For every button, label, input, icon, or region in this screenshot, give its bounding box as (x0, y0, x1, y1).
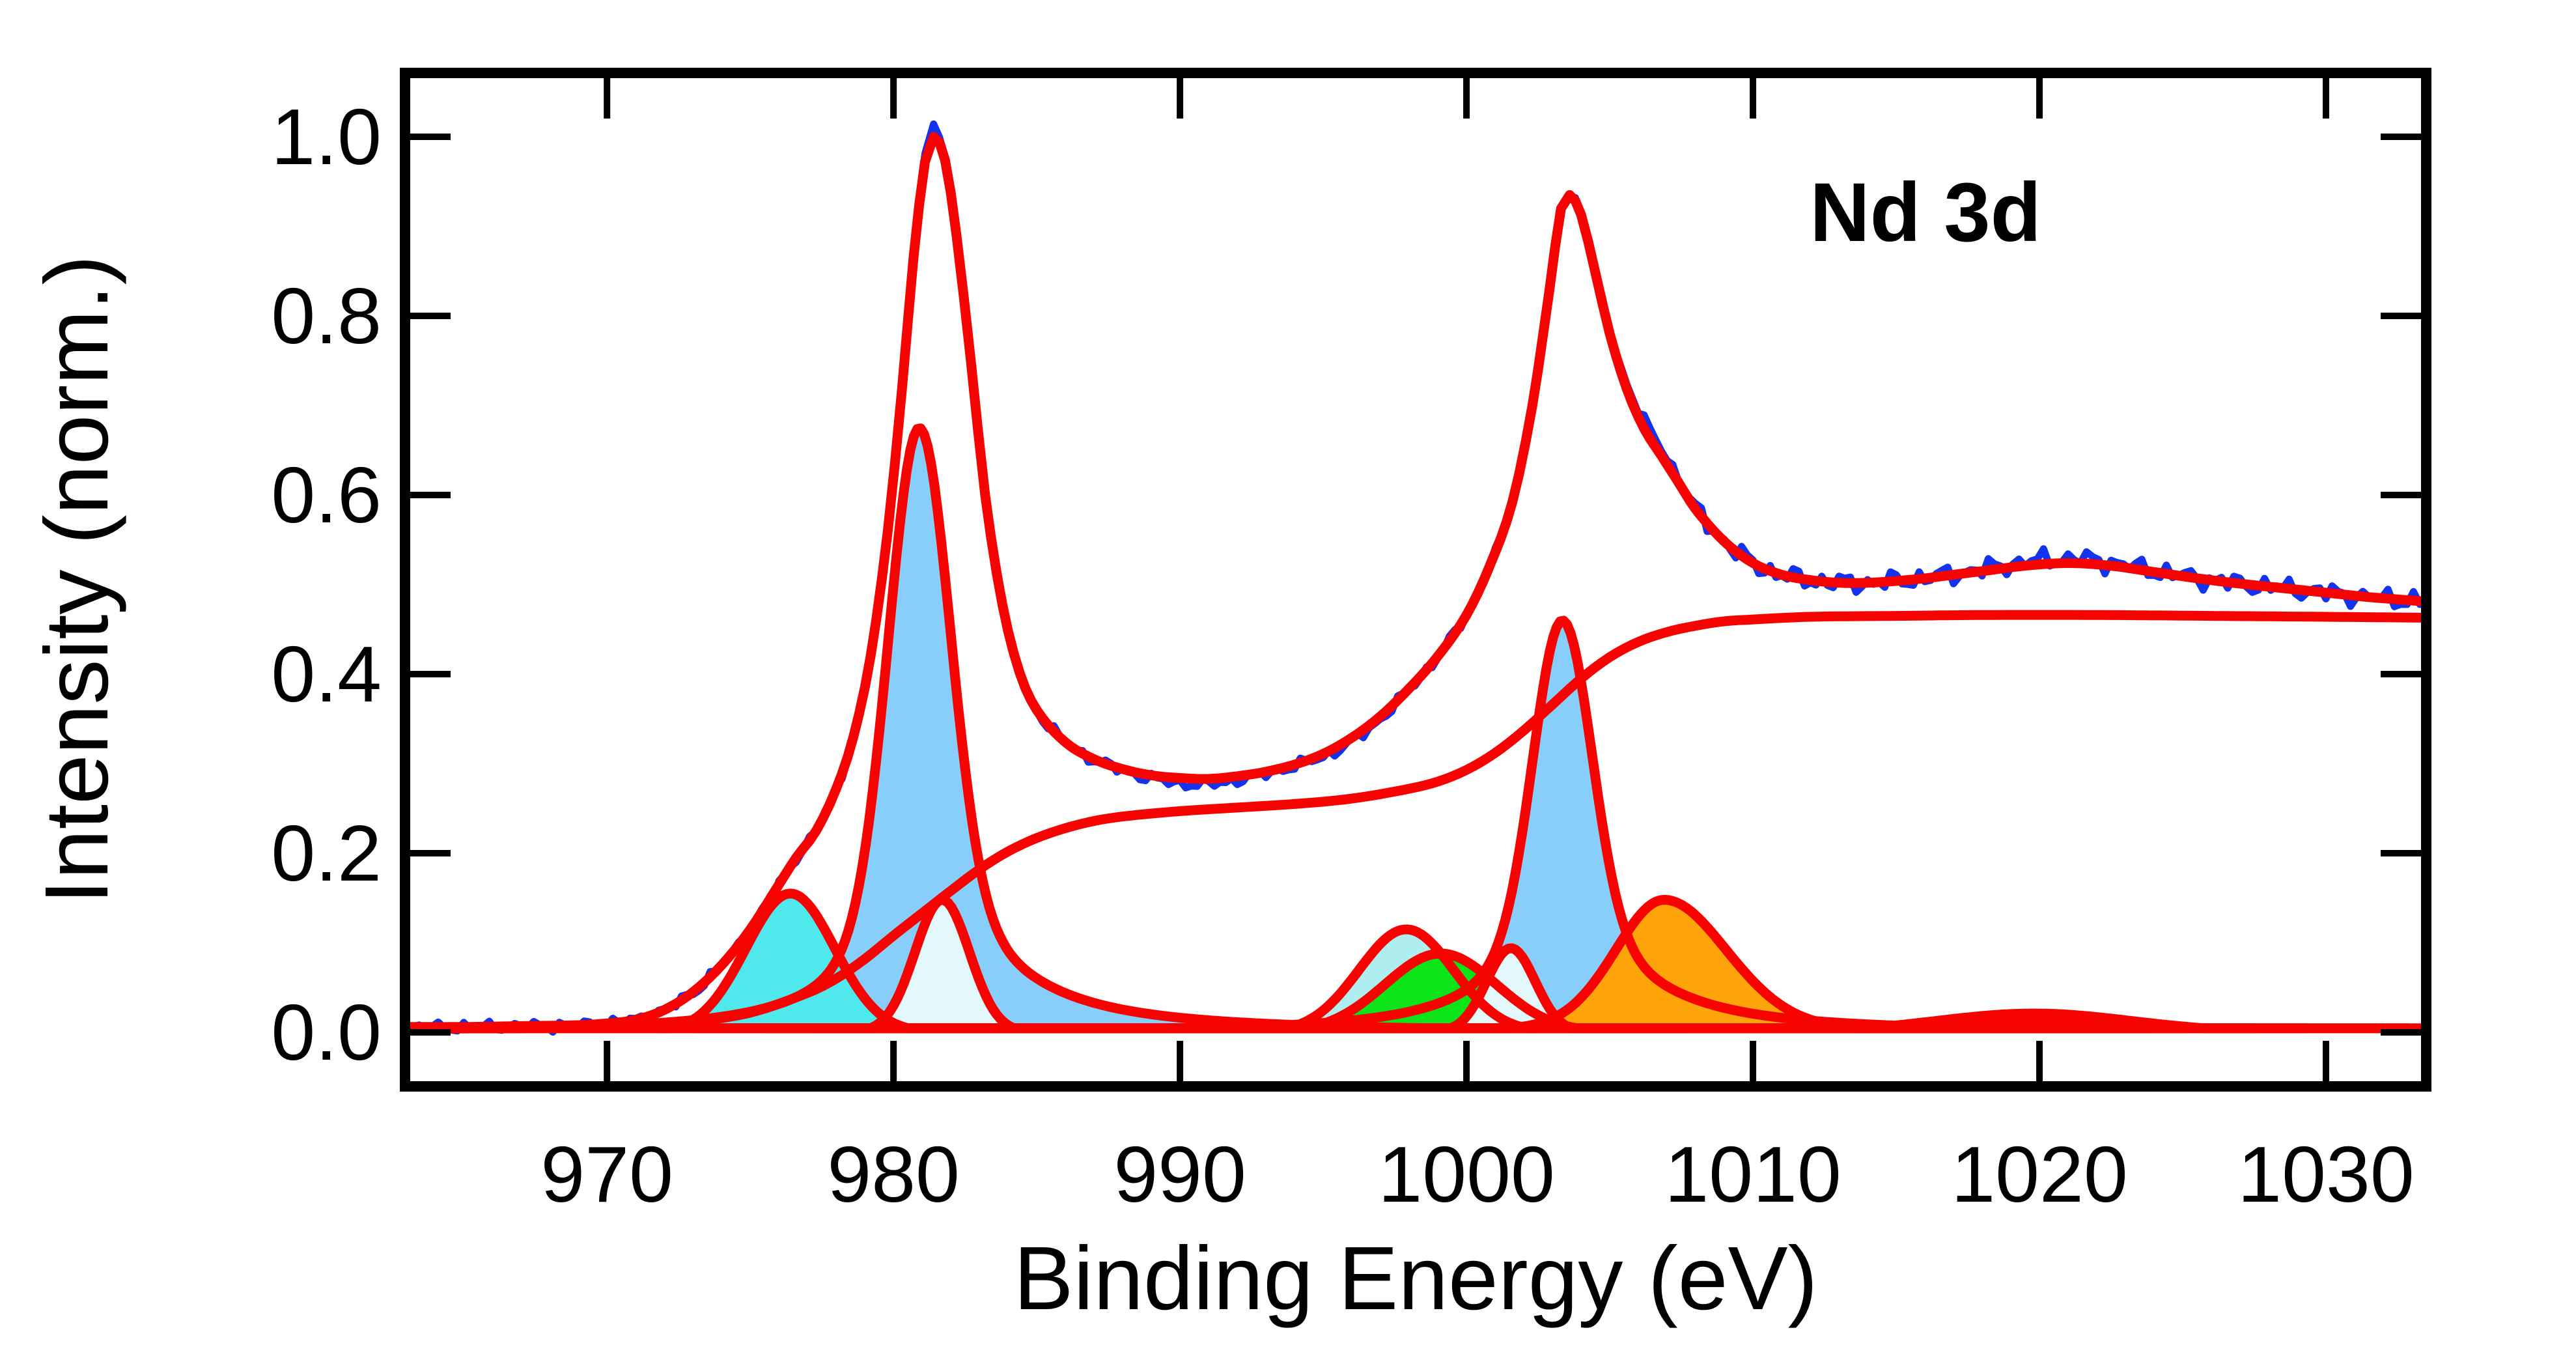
fit-component-outline-main-3d52-skyblue (400, 423, 1668, 1034)
fit-curves-layer (400, 132, 2431, 1034)
spectrum-annotation: Nd 3d (1810, 166, 2041, 259)
x-tick-label: 970 (540, 1130, 673, 1219)
y-tick-label: 0.2 (271, 809, 382, 898)
fit-component-fill-main-3d32-skyblue (817, 620, 2306, 1028)
axis-tick-labels: 970 980 990 1000 1010 1020 1030 0.0 0.2 0.4 0.6 0.8… (271, 92, 2414, 1219)
fit-component-fills (405, 428, 2424, 1028)
x-tick-label: 1020 (1951, 1130, 2127, 1219)
fit-envelope-curve (401, 132, 2431, 1032)
fit-component-fill-main-3d52-skyblue (405, 428, 1664, 1028)
x-tick-label: 980 (827, 1130, 960, 1219)
x-tick-label: 1030 (2237, 1130, 2414, 1219)
y-tick-label: 0.8 (271, 272, 382, 360)
y-tick-label: 0.6 (271, 451, 382, 539)
axis-ticks (410, 78, 2421, 1081)
x-tick-label: 1010 (1664, 1130, 1841, 1219)
y-tick-label: 0.0 (271, 988, 382, 1077)
y-axis-label: Intensity (norm.) (27, 255, 127, 905)
x-axis-label: Binding Energy (eV) (1014, 1228, 1818, 1329)
x-tick-label: 990 (1113, 1130, 1246, 1219)
background-curve (406, 610, 2427, 1034)
fit-component-fill-satellite-green (695, 954, 2185, 1028)
experimental-data-layer (402, 120, 2430, 1036)
fit-component-fill-satellite-orange (919, 899, 2408, 1028)
y-tick-label: 1.0 (271, 92, 382, 181)
experimental-data-curve (402, 120, 2430, 1036)
x-tick-label: 1000 (1378, 1130, 1554, 1219)
plot-frame (400, 68, 2431, 1092)
fit-component-fill-satellite-pale-high (766, 948, 2255, 1028)
y-tick-label: 0.4 (271, 630, 382, 718)
